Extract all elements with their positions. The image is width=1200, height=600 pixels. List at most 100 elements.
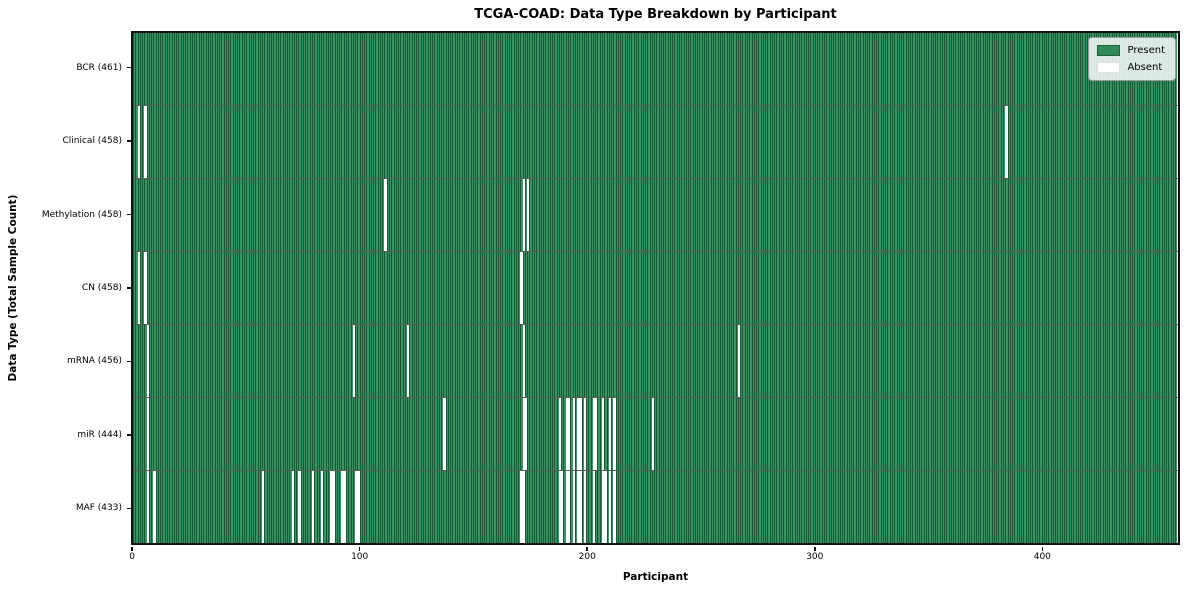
presence-cell (472, 398, 476, 470)
presence-cell (656, 252, 659, 324)
presence-cell (357, 106, 360, 178)
presence-cell (157, 106, 161, 178)
presence-cell (182, 398, 186, 470)
presence-cell (1021, 471, 1024, 543)
presence-cell (583, 398, 587, 470)
presence-cell (547, 471, 550, 543)
presence-cell (504, 106, 507, 178)
presence-cell (266, 179, 269, 251)
presence-cell (998, 252, 1001, 324)
presence-cell (461, 471, 464, 543)
presence-cell (275, 33, 278, 105)
presence-cell (1016, 106, 1019, 178)
presence-cell (223, 252, 226, 324)
presence-cell (853, 33, 856, 105)
presence-cell (481, 252, 485, 324)
presence-cell (345, 106, 349, 178)
presence-cell (425, 398, 428, 470)
presence-cell (554, 398, 557, 470)
presence-cell (373, 471, 376, 543)
presence-cell (438, 106, 442, 178)
presence-cell (296, 179, 299, 251)
presence-cell (185, 33, 188, 105)
presence-cell (339, 106, 342, 178)
presence-cell (611, 325, 614, 397)
presence-cell (509, 325, 512, 397)
presence-cell (434, 398, 437, 470)
presence-cell (858, 398, 861, 470)
presence-cell (864, 33, 868, 105)
presence-cell (869, 471, 872, 543)
presence-cell (386, 252, 390, 324)
presence-cell (887, 471, 890, 543)
presence-cell (332, 398, 335, 470)
presence-cell (663, 252, 666, 324)
presence-cell (146, 33, 149, 105)
presence-cell (350, 179, 353, 251)
presence-cell (715, 471, 718, 543)
presence-cell (497, 106, 501, 178)
presence-cell (214, 252, 217, 324)
presence-cell (1111, 325, 1115, 397)
presence-cell (746, 106, 750, 178)
presence-cell (429, 33, 433, 105)
presence-cell (377, 179, 380, 251)
presence-cell (1161, 471, 1164, 543)
presence-cell (196, 33, 199, 105)
presence-cell (998, 471, 1001, 543)
presence-cell (604, 398, 607, 470)
presence-cell (171, 471, 174, 543)
presence-cell (921, 325, 924, 397)
presence-cell (835, 179, 838, 251)
presence-cell (205, 398, 208, 470)
presence-cell (794, 106, 797, 178)
presence-cell (554, 106, 557, 178)
presence-cell (978, 33, 981, 105)
presence-cell (742, 179, 745, 251)
presence-cell (203, 106, 206, 178)
presence-cell (1048, 179, 1051, 251)
presence-cell (916, 325, 920, 397)
presence-cell (1061, 106, 1065, 178)
presence-cell (674, 106, 677, 178)
presence-cell (515, 179, 519, 251)
presence-cell (1143, 471, 1146, 543)
presence-cell (529, 325, 532, 397)
presence-cell (416, 179, 419, 251)
presence-cell (679, 325, 682, 397)
presence-cell (1163, 398, 1167, 470)
presence-cell (756, 325, 759, 397)
presence-cell (685, 325, 689, 397)
presence-cell (1082, 33, 1085, 105)
presence-cell (398, 33, 401, 105)
presence-cell (296, 325, 299, 397)
presence-cell (579, 398, 582, 470)
presence-cell (1007, 398, 1010, 470)
y-tick-label: miR (444) (77, 429, 122, 440)
presence-cell (767, 471, 770, 543)
presence-cell (454, 325, 457, 397)
presence-cell (1034, 325, 1037, 397)
presence-cell (878, 33, 881, 105)
presence-cell (568, 325, 571, 397)
presence-cell (853, 179, 856, 251)
presence-cell (146, 252, 149, 324)
presence-cell (472, 179, 476, 251)
presence-cell (683, 106, 686, 178)
presence-cell (835, 471, 838, 543)
presence-cell (468, 33, 471, 105)
presence-cell (364, 252, 367, 324)
presence-cell (445, 33, 448, 105)
presence-cell (586, 33, 589, 105)
presence-cell (905, 398, 908, 470)
presence-cell (1084, 106, 1087, 178)
presence-cell (203, 179, 206, 251)
presence-cell (459, 33, 462, 105)
presence-cell (846, 398, 849, 470)
presence-cell (171, 325, 174, 397)
presence-cell (771, 252, 775, 324)
presence-cell (398, 252, 401, 324)
presence-cell (810, 471, 813, 543)
presence-cell (638, 325, 641, 397)
presence-cell (984, 179, 988, 251)
